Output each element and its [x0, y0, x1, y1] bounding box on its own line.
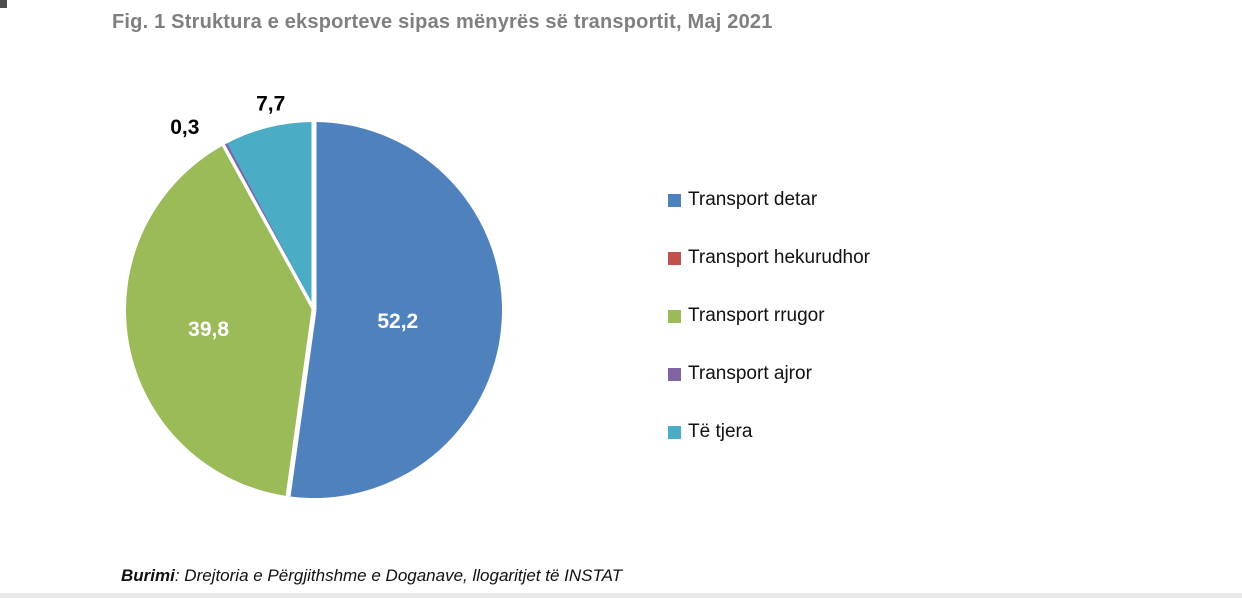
legend: Transport detar Transport hekurudhor Tra…	[668, 186, 870, 476]
figure-title: Fig. 1 Struktura e eksporteve sipas mëny…	[112, 11, 773, 33]
pie-value-label: 0,3	[170, 116, 199, 139]
legend-swatch-purple-icon	[668, 367, 681, 381]
legend-label: Transport detar	[688, 189, 818, 210]
legend-swatch-cyan-icon	[668, 425, 681, 439]
pie-slice-separator	[285, 309, 317, 497]
pie-value-label: 52,2	[377, 310, 418, 333]
source-note: Burimi: Drejtoria e Përgjithshme e Dogan…	[121, 566, 622, 586]
pie-slice-transport-rrugor	[125, 145, 315, 497]
pie-value-label: 7,7	[256, 92, 285, 115]
source-text: : Drejtoria e Përgjithshme e Doganave, l…	[174, 566, 623, 585]
pie-slice-te-tjera	[223, 122, 314, 310]
corner-artifact	[0, 0, 7, 8]
legend-label: Transport rrugor	[688, 305, 825, 326]
legend-item-te-tjera: Të tjera	[668, 418, 870, 446]
pie-value-label: 39,8	[188, 318, 229, 341]
pie-slice-separator	[221, 144, 316, 311]
legend-item-transport-ajror: Transport ajror	[668, 360, 870, 388]
bottom-edge-strip	[0, 593, 1242, 598]
legend-label: Të tjera	[688, 421, 753, 442]
legend-item-transport-hekurudhor: Transport hekurudhor	[668, 244, 870, 272]
legend-label: Transport hekurudhor	[688, 247, 871, 268]
legend-item-transport-detar: Transport detar	[668, 186, 870, 214]
legend-item-transport-rrugor: Transport rrugor	[668, 302, 870, 330]
legend-swatch-green-icon	[668, 309, 681, 323]
legend-label: Transport ajror	[688, 363, 812, 384]
legend-swatch-red-icon	[668, 251, 681, 265]
legend-swatch-blue-icon	[668, 193, 681, 207]
source-label: Burimi	[121, 566, 175, 585]
pie-slice-transport-detar	[288, 122, 502, 498]
